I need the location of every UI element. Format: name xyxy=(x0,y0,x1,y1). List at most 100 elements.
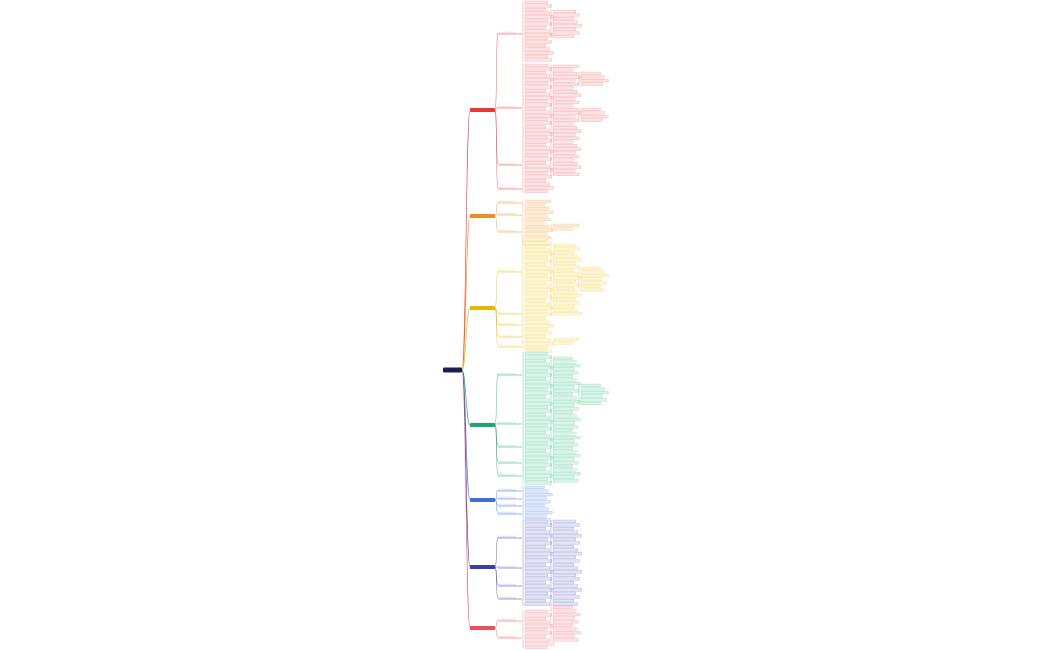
leaf-node xyxy=(552,68,574,72)
leaf-node xyxy=(524,78,554,82)
leaf-node xyxy=(580,270,605,274)
leaf-node xyxy=(524,81,548,85)
leaf-node xyxy=(552,269,574,273)
child-node xyxy=(498,503,516,506)
leaf-node xyxy=(552,555,576,559)
branch-node xyxy=(470,306,495,310)
leaf-node xyxy=(580,383,601,387)
leaf-node xyxy=(524,295,552,299)
child-node xyxy=(498,473,516,476)
leaf-node xyxy=(552,464,573,468)
leaf-node xyxy=(552,308,578,312)
leaf-node xyxy=(552,457,575,461)
leaf-node xyxy=(552,591,576,595)
child-node xyxy=(498,583,516,586)
leaf-node xyxy=(552,620,579,624)
connector xyxy=(461,215,471,371)
leaf-node xyxy=(524,537,548,541)
leaf-node xyxy=(524,384,554,388)
leaf-node xyxy=(524,645,548,649)
leaf-node xyxy=(552,31,580,35)
leaf-node xyxy=(524,146,550,150)
connector xyxy=(494,201,499,217)
leaf-node xyxy=(552,151,576,155)
leaf-node xyxy=(552,93,582,97)
leaf-node xyxy=(552,454,581,458)
connector xyxy=(494,215,499,232)
leaf-node xyxy=(524,63,548,67)
leaf-node xyxy=(524,523,552,527)
leaf-node xyxy=(524,456,554,460)
branch-node xyxy=(470,626,495,630)
leaf-node xyxy=(524,445,552,449)
leaf-node xyxy=(552,396,577,400)
leaf-node xyxy=(552,279,576,283)
leaf-node xyxy=(552,468,577,472)
leaf-node xyxy=(524,157,552,161)
leaf-node xyxy=(552,165,582,169)
leaf-node xyxy=(552,265,580,269)
leaf-node xyxy=(552,64,580,68)
connector xyxy=(494,32,499,111)
leaf-node xyxy=(524,573,548,577)
leaf-node xyxy=(524,496,547,500)
leaf-node xyxy=(524,511,553,515)
leaf-node xyxy=(552,599,574,603)
leaf-node xyxy=(524,613,552,617)
leaf-node xyxy=(524,527,546,531)
leaf-node xyxy=(552,443,579,447)
leaf-node xyxy=(524,470,550,474)
leaf-node xyxy=(552,623,573,627)
leaf-node xyxy=(580,79,609,83)
leaf-node xyxy=(524,335,546,339)
leaf-node xyxy=(524,570,554,574)
leaf-node xyxy=(552,530,578,534)
leaf-node xyxy=(552,129,582,133)
leaf-node xyxy=(524,566,550,570)
leaf-node xyxy=(552,605,573,609)
leaf-node xyxy=(552,461,579,465)
child-node xyxy=(498,105,516,108)
leaf-node xyxy=(552,371,579,375)
leaf-node xyxy=(524,36,548,40)
leaf-node xyxy=(552,432,577,436)
leaf-node xyxy=(552,27,576,31)
leaf-node xyxy=(524,313,552,317)
leaf-node xyxy=(524,369,548,373)
connector xyxy=(494,536,499,568)
leaf-node xyxy=(524,595,552,599)
leaf-node xyxy=(552,570,582,574)
leaf-node xyxy=(524,22,552,26)
leaf-node xyxy=(524,642,554,646)
leaf-node xyxy=(524,44,546,48)
leaf-node xyxy=(524,132,554,136)
leaf-node xyxy=(552,223,580,227)
leaf-node xyxy=(552,534,582,538)
leaf-node xyxy=(552,104,574,108)
leaf-node xyxy=(552,563,574,567)
leaf-node xyxy=(524,252,554,256)
leaf-node xyxy=(552,9,576,13)
leaf-node xyxy=(552,254,578,258)
connector xyxy=(494,424,499,476)
connector xyxy=(494,489,499,501)
leaf-node xyxy=(552,425,579,429)
leaf-node xyxy=(552,356,573,360)
leaf-node xyxy=(524,530,550,534)
branch-node xyxy=(470,565,495,569)
leaf-node xyxy=(524,398,550,402)
leaf-node xyxy=(552,400,581,404)
leaf-node xyxy=(524,477,548,481)
leaf-node xyxy=(524,51,554,55)
leaf-node xyxy=(552,312,582,316)
leaf-node xyxy=(552,545,574,549)
leaf-node xyxy=(552,133,576,137)
leaf-node xyxy=(524,317,546,321)
leaf-node xyxy=(552,337,580,341)
leaf-node xyxy=(524,284,550,288)
leaf-node xyxy=(552,638,579,642)
leaf-node xyxy=(552,537,576,541)
leaf-node xyxy=(524,467,546,471)
leaf-node xyxy=(552,364,581,368)
